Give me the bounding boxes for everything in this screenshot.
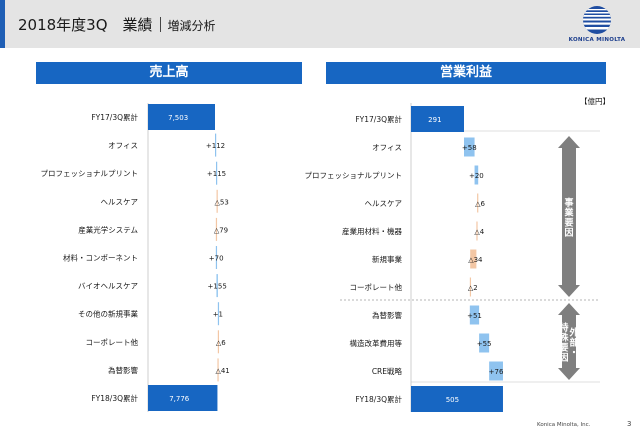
- chart1-bar-3: [477, 193, 479, 213]
- chart0-category-label-2: プロフェッショナルプリント: [41, 169, 139, 178]
- chart0-category-label-10: FY18/3Q累計: [91, 393, 138, 403]
- chart1-data-label-3: △6: [475, 200, 485, 208]
- logo-globe-icon: [583, 6, 611, 34]
- chart1-category-label-5: 新規事業: [372, 254, 402, 264]
- page-number: 3: [627, 420, 632, 428]
- company-logo: KONICA MINOLTA: [560, 4, 634, 46]
- chart0-bar-6: [216, 274, 218, 298]
- chart0-bar-0: [148, 104, 215, 130]
- chart0-data-label-10: 7,776: [169, 395, 190, 403]
- chart1-group-arrow-0: [558, 136, 580, 297]
- chart1-unit-label: 【億円】: [580, 96, 610, 106]
- chart1-group-bracket-1: 外部・特殊要因: [558, 303, 580, 380]
- chart1-bar-0: [411, 106, 464, 132]
- chart1-data-label-5: △34: [468, 256, 483, 264]
- chart1-bar-8: [479, 333, 490, 353]
- chart1-category-label-4: 産業用材料・機器: [342, 226, 402, 236]
- chart1-data-label-7: +51: [467, 312, 482, 320]
- chart1-group-label-1-0: 外部・: [568, 327, 578, 359]
- chart1-category-label-2: プロフェッショナルプリント: [305, 171, 403, 180]
- chart1-bar-9: [489, 361, 503, 381]
- chart1-data-label-2: +20: [469, 172, 484, 180]
- header-bar: 2018年度3Q 業績 増減分析 KONICA MINOLTA: [0, 0, 640, 48]
- chart1-data-label-8: +55: [477, 340, 492, 348]
- chart0-bar-2: [216, 161, 218, 185]
- chart0-category-label-9: 為替影響: [108, 365, 138, 375]
- chart0-data-label-2: +115: [207, 170, 226, 178]
- chart0-category-label-7: その他の新規事業: [78, 309, 138, 319]
- chart0-bar-5: [215, 246, 218, 269]
- chart0-category-label-0: FY17/3Q累計: [91, 112, 138, 122]
- header-accent: [0, 0, 5, 48]
- chart1-bar-7: [469, 305, 480, 325]
- chart0-bar-3: [216, 189, 218, 213]
- chart0-bar-4: [215, 217, 218, 241]
- chart0-category-label-1: オフィス: [108, 141, 138, 150]
- chart1-category-label-10: FY18/3Q累計: [355, 394, 402, 404]
- chart1-bar-5: [470, 249, 477, 269]
- chart1-group-label-0: 事業要因: [563, 197, 574, 239]
- chart0-bar-10: [148, 385, 218, 411]
- chart0-category-label-3: ヘルスケア: [101, 197, 139, 206]
- chart1-group-label-1-1: 特殊要因: [558, 322, 569, 364]
- chart0-data-label-8: △6: [216, 339, 226, 347]
- chart1-bar-10: [411, 386, 503, 412]
- chart1-data-label-0: 291: [428, 116, 441, 124]
- chart1-bar-2: [474, 165, 479, 185]
- chart0-data-label-0: 7,503: [168, 114, 188, 122]
- chart1-data-label-1: +58: [462, 144, 477, 152]
- chart0-bar-1: [215, 133, 217, 157]
- chart0-data-label-9: △41: [215, 367, 229, 375]
- chart1-group-bracket-0: 事業要因: [558, 136, 580, 297]
- logo-text: KONICA MINOLTA: [568, 37, 626, 43]
- chart0-data-label-6: +155: [208, 283, 227, 291]
- chart1-category-label-0: FY17/3Q累計: [355, 114, 402, 124]
- chart0-data-label-7: +1: [213, 311, 223, 319]
- chart0-bar-8: [217, 330, 220, 354]
- chart1-group-arrow-1: [558, 303, 580, 380]
- chart0-data-label-4: △79: [214, 226, 228, 234]
- chart1-data-label-6: △2: [468, 284, 478, 292]
- chart1-category-label-9: CRE戦略: [372, 366, 403, 376]
- sales-band: 売上高: [36, 62, 302, 84]
- page-title-text: 2018年度3Q 業績: [18, 16, 153, 34]
- chart1-category-label-7: 為替影響: [372, 310, 402, 320]
- chart1-category-label-3: ヘルスケア: [365, 199, 403, 208]
- chart0-bar-7: [217, 302, 220, 326]
- chart1-bar-1: [464, 137, 475, 157]
- chart1-category-label-1: オフィス: [372, 143, 402, 152]
- chart1-category-label-6: コーポレート他: [350, 282, 403, 292]
- chart1-data-label-4: △4: [474, 228, 484, 236]
- chart0-category-label-5: 材料・コンポーネント: [63, 253, 138, 263]
- page-subtitle: 増減分析: [167, 19, 216, 33]
- chart0-data-label-3: △53: [215, 198, 229, 206]
- profit-band: 営業利益: [326, 62, 606, 84]
- chart0-category-label-8: コーポレート他: [86, 337, 139, 347]
- chart0-category-label-4: 産業光学システム: [78, 224, 138, 234]
- page-title: 2018年度3Q 業績 増減分析: [18, 14, 216, 35]
- chart1-data-label-9: +76: [489, 368, 504, 376]
- chart1-data-label-10: 505: [446, 396, 459, 404]
- chart1-bar-6: [469, 277, 472, 297]
- footer-company: Konica Minolta, Inc.: [537, 422, 591, 428]
- chart1-bar-4: [476, 221, 478, 241]
- chart1-category-label-8: 構造改革費用等: [350, 338, 403, 348]
- chart0-bar-9: [217, 358, 219, 382]
- chart0-data-label-5: +70: [209, 255, 224, 263]
- title-separator: [159, 17, 161, 32]
- chart0-data-label-1: +112: [206, 142, 225, 150]
- chart0-category-label-6: バイオヘルスケア: [78, 282, 138, 291]
